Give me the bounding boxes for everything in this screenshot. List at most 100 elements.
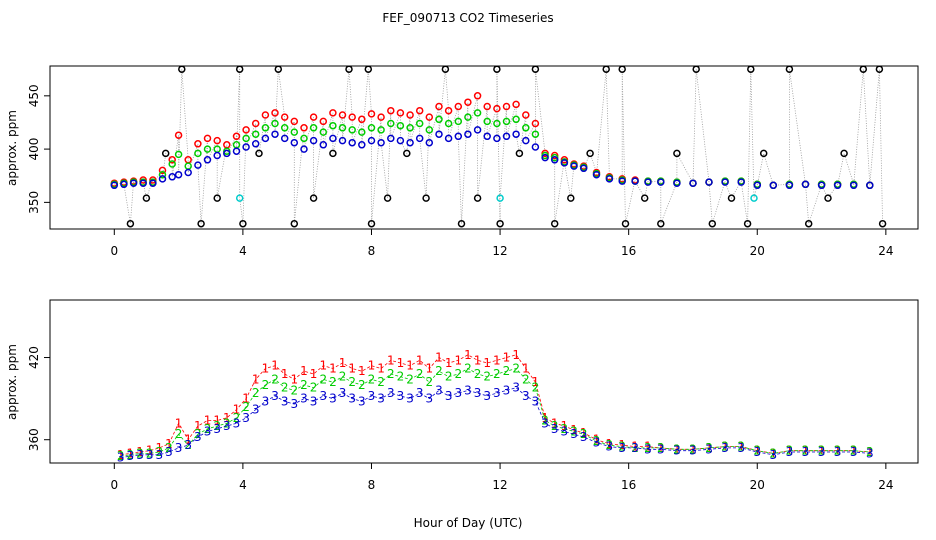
data-point-3: 3	[593, 435, 601, 449]
data-point-3	[300, 145, 308, 153]
data-point-3	[541, 153, 549, 162]
data-point-3: 3	[580, 430, 588, 444]
data-point-spikes	[422, 194, 430, 202]
data-point-spikes	[804, 219, 813, 228]
data-point-spikes	[496, 219, 504, 228]
data-point-3	[319, 141, 328, 149]
data-point-3: 3	[435, 383, 443, 397]
data-point-3: 3	[252, 403, 260, 417]
data-point-1	[194, 140, 202, 148]
data-point-3	[605, 175, 614, 183]
data-point-1: 1	[522, 361, 530, 375]
data-point-2: 2	[866, 445, 874, 459]
data-point-3: 3	[770, 448, 778, 462]
data-point-3	[232, 147, 241, 155]
data-point-1	[184, 156, 192, 164]
data-point-1: 1	[146, 444, 154, 458]
data-point-1: 1	[165, 437, 173, 451]
data-point-2	[309, 124, 318, 132]
data-point-3	[560, 159, 569, 167]
data-point-1: 1	[454, 353, 462, 367]
data-point-2	[377, 126, 385, 134]
data-point-2: 2	[397, 370, 405, 384]
data-point-2: 2	[445, 370, 453, 384]
data-point-3: 3	[737, 441, 745, 455]
data-point-3: 3	[818, 445, 826, 459]
data-point-1	[444, 106, 453, 115]
data-point-3: 3	[786, 445, 794, 459]
data-point-3	[737, 178, 745, 186]
x-tick-label: 4	[239, 244, 247, 258]
data-point-3	[570, 162, 578, 170]
data-point-spikes	[727, 194, 736, 202]
data-point-1: 1	[358, 364, 366, 378]
data-point-1: 1	[866, 445, 874, 459]
data-point-spikes	[759, 149, 768, 158]
data-point-2	[415, 119, 424, 128]
data-point-spikes	[602, 65, 610, 73]
x-tick-label: 8	[368, 244, 376, 258]
data-point-spikes	[531, 65, 540, 73]
data-point-2	[464, 113, 472, 121]
data-point-2	[473, 109, 482, 117]
data-point-1	[387, 106, 395, 115]
data-point-spikes	[403, 149, 411, 158]
data-point-1: 1	[310, 367, 318, 381]
data-point-2: 2	[319, 372, 327, 386]
data-point-3: 3	[348, 392, 356, 406]
data-point-1: 1	[397, 356, 405, 370]
data-point-1	[396, 109, 405, 117]
data-point-3	[242, 143, 250, 151]
data-point-1	[232, 132, 241, 141]
data-point-spikes	[586, 149, 594, 158]
data-point-3: 3	[397, 389, 405, 403]
data-point-3	[817, 181, 826, 190]
data-point-3	[387, 134, 395, 143]
data-point-2: 2	[454, 367, 462, 381]
data-point-3	[129, 179, 138, 187]
x-axis-title: Hour of Day (UTC)	[414, 516, 523, 530]
data-point-3	[705, 178, 713, 186]
data-point-1: 1	[300, 364, 308, 378]
data-point-3: 3	[753, 445, 761, 459]
data-point-1: 1	[291, 372, 299, 386]
data-point-2: 2	[339, 370, 347, 384]
data-point-2: 2	[606, 438, 614, 452]
data-point-2	[483, 117, 491, 126]
data-point-1: 1	[329, 361, 337, 375]
data-point-1	[425, 113, 434, 121]
data-point-1: 1	[593, 433, 601, 447]
data-point-2	[251, 130, 260, 138]
data-point-3	[512, 130, 520, 138]
data-point-1: 1	[175, 416, 183, 430]
data-point-3: 3	[271, 389, 279, 403]
data-point-1	[531, 119, 540, 128]
data-point-3	[454, 132, 463, 141]
data-point-1: 1	[223, 411, 231, 425]
data-point-3: 3	[310, 394, 318, 408]
data-point-3: 3	[721, 441, 729, 455]
data-point-2	[493, 119, 501, 128]
data-point-3: 3	[300, 392, 308, 406]
data-point-1: 1	[213, 414, 221, 428]
data-point-1	[242, 126, 250, 134]
data-point-1	[319, 117, 328, 126]
data-point-spikes	[126, 219, 135, 228]
x-tick-label: 20	[750, 478, 765, 492]
data-point-1	[512, 100, 520, 109]
data-point-1	[483, 102, 491, 111]
data-point-1: 1	[570, 423, 578, 437]
data-point-1	[502, 102, 511, 111]
data-point-2: 2	[551, 419, 559, 433]
data-point-2: 2	[522, 372, 530, 386]
data-point-2: 2	[127, 448, 135, 462]
data-point-3	[110, 181, 119, 190]
data-point-1: 1	[117, 448, 125, 462]
data-point-3: 3	[117, 451, 125, 465]
data-point-3	[531, 143, 540, 151]
x-tick-label: 24	[878, 478, 893, 492]
data-point-3	[184, 168, 192, 177]
data-point-spikes	[178, 65, 186, 73]
data-point-2: 2	[483, 370, 491, 384]
data-point-3	[223, 149, 231, 158]
